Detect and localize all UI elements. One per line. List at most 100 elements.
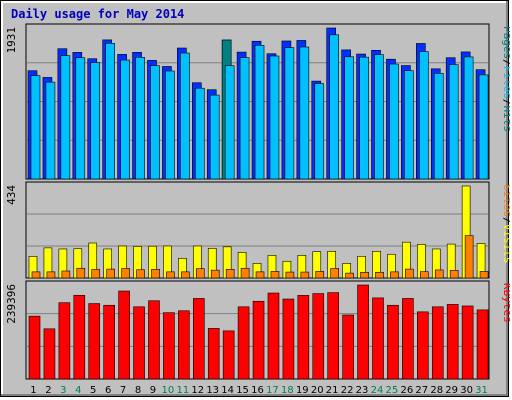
kbytes-bar (282, 298, 295, 380)
sites-bar (151, 269, 160, 279)
kbytes-ymax-label: 239396 (5, 284, 18, 324)
kbytes-series-label-part: KBytes (501, 283, 510, 323)
x-tick-label: 11 (176, 385, 189, 396)
files-bar (60, 55, 71, 180)
visits-sites-series-label-part: / (501, 217, 510, 224)
sites-bar (300, 271, 310, 279)
x-tick-label: 13 (206, 385, 219, 396)
sites-bar (360, 271, 369, 279)
kbytes-bar (357, 284, 369, 380)
files-bar (75, 57, 86, 180)
sites-bar (315, 271, 325, 279)
kbytes-bar (28, 315, 41, 380)
x-tick-label: 23 (356, 385, 369, 396)
kbytes-bar (267, 292, 280, 380)
kbytes-bar (118, 290, 130, 380)
kbytes-bar (178, 310, 190, 380)
kbytes-series-label: KBytes (501, 283, 510, 323)
x-tick-label: 21 (326, 385, 339, 396)
sites-bar (61, 270, 71, 279)
x-tick-label: 8 (135, 385, 141, 396)
files-bar (419, 51, 429, 180)
x-tick-label: 29 (445, 385, 458, 396)
files-bar (314, 83, 325, 180)
kbytes-bar (312, 293, 325, 380)
sites-bar (479, 271, 489, 279)
hits-files-pages-series-label-part: Hits (501, 106, 510, 133)
x-tick-label: 15 (236, 385, 249, 396)
kbytes-bar (148, 300, 160, 380)
files-bar (284, 47, 295, 180)
sites-bar (345, 272, 354, 279)
visits-sites-panel (25, 181, 490, 279)
kbytes-bar (163, 312, 175, 380)
kbytes-bar (43, 328, 56, 380)
x-tick-label: 16 (251, 385, 264, 396)
kbytes-bar (327, 292, 340, 380)
files-bar (404, 70, 414, 180)
x-tick-label: 5 (90, 385, 96, 396)
kbytes-bar (417, 311, 429, 380)
kbytes-bar (103, 304, 115, 380)
x-tick-label: 10 (162, 385, 175, 396)
x-tick-label: 6 (105, 385, 111, 396)
x-tick-label: 2 (45, 385, 51, 396)
sites-bar (434, 269, 444, 279)
sites-bar (46, 271, 56, 279)
x-tick-label: 3 (60, 385, 66, 396)
kbytes-bar (402, 298, 414, 380)
kbytes-bar (461, 305, 474, 380)
sites-bar (121, 268, 130, 279)
hits-files-pages-series-label-part: / (501, 59, 510, 66)
files-bar (433, 73, 444, 180)
files-bar (120, 59, 130, 180)
x-tick-label: 9 (150, 385, 156, 396)
sites-bar (106, 268, 115, 279)
x-tick-label: 1 (30, 385, 36, 396)
sites-bar (136, 269, 145, 279)
visits-sites-series-label-part: Visits (501, 224, 510, 264)
sites-bar (449, 270, 459, 279)
files-bar (209, 94, 220, 180)
sites-bar (166, 271, 175, 279)
files-bar (45, 81, 56, 180)
files-bar (359, 56, 369, 180)
x-tick-label: 7 (120, 385, 126, 396)
sites-bar (240, 267, 250, 279)
files-bar (224, 65, 235, 180)
files-bar (463, 56, 474, 180)
kbytes-bar (207, 328, 220, 380)
sites-bar (375, 271, 384, 279)
x-tick-label: 4 (75, 385, 81, 396)
files-bar (239, 57, 250, 180)
files-bar (374, 54, 384, 180)
x-tick-label: 22 (341, 385, 354, 396)
files-bar (254, 45, 265, 180)
kbytes-bar (88, 303, 101, 380)
hits-files-pages-series-label-part: / (501, 99, 510, 106)
hits-files-pages-series-label-part: Files (501, 66, 510, 99)
kbytes-bar (476, 309, 489, 380)
kbytes-bar (133, 306, 145, 380)
x-tick-label: 20 (311, 385, 324, 396)
hits-files-pages-series-label: Pages/Files/Hits (501, 26, 510, 132)
x-tick-label: 12 (191, 385, 204, 396)
files-bar (135, 57, 145, 180)
x-tick-label: 14 (221, 385, 234, 396)
files-bar (448, 64, 459, 180)
sites-bar (91, 269, 101, 279)
sites-bar (31, 271, 41, 279)
x-tick-label: 28 (430, 385, 443, 396)
sites-bar (195, 268, 205, 279)
kbytes-bar (252, 300, 265, 380)
kbytes-bar (297, 295, 310, 380)
files-bar (90, 62, 101, 180)
sites-bar (270, 271, 280, 279)
kbytes-bar (73, 294, 86, 380)
x-tick-label: 24 (371, 385, 384, 396)
files-bar (299, 46, 310, 180)
kbytes-bar (222, 330, 235, 380)
x-tick-label: 19 (296, 385, 309, 396)
sites-bar (420, 271, 429, 279)
